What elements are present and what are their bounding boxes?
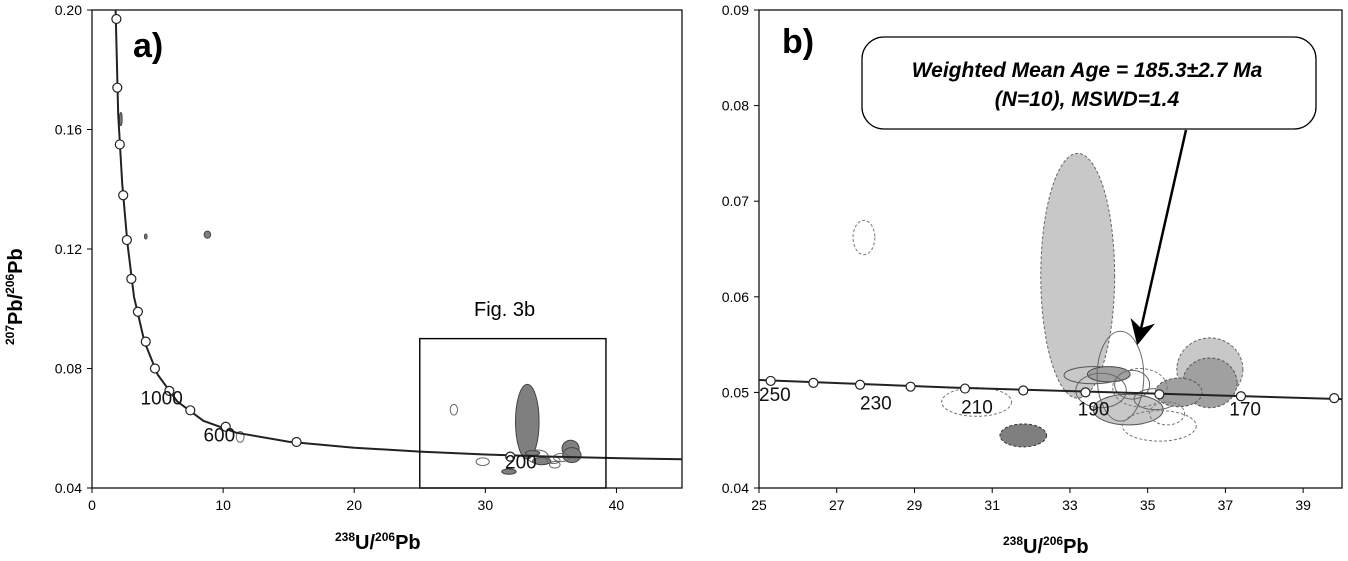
error-ellipse — [562, 447, 582, 464]
error-ellipse — [999, 423, 1048, 448]
callout-arrow — [1130, 129, 1188, 346]
error-ellipse — [449, 403, 459, 416]
error-ellipse — [1112, 368, 1168, 408]
panel-b: 250 230 210 190 170 25 27 29 31 33 35 37 39 0.04 0.05… — [722, 2, 1343, 558]
concordia-age-label: 200 — [505, 453, 537, 474]
concordia-age-marker — [132, 306, 143, 317]
concordia-age-marker — [114, 139, 125, 150]
concordia-age-marker — [765, 375, 776, 387]
inset-box — [419, 337, 607, 489]
x-tick-label: 10 — [215, 497, 231, 513]
y-tick-label: 0.08 — [55, 361, 82, 377]
plot-frame-b — [758, 9, 1343, 489]
error-ellipse — [1154, 377, 1203, 408]
x-tick-label: 33 — [1062, 497, 1078, 513]
y-tick-label: 0.04 — [722, 480, 749, 496]
x-tick-label: 40 — [609, 497, 625, 513]
concordia-age-marker — [112, 82, 123, 93]
concordia-age-marker — [118, 190, 129, 201]
callout-box — [861, 36, 1317, 130]
x-tick-label: 25 — [751, 497, 767, 513]
error-ellipse — [532, 457, 552, 466]
concordia-age-label: 1000 — [141, 388, 183, 409]
y-tick-label: 0.09 — [722, 2, 749, 18]
plot-frame-a — [91, 9, 683, 489]
y-tick-label: 0.12 — [55, 241, 82, 257]
concordia-age-marker — [185, 405, 196, 416]
concordia-age-marker — [149, 363, 161, 374]
y-tick-label: 0.16 — [55, 122, 82, 138]
concordia-age-marker — [121, 234, 132, 246]
y-tick-label: 0.08 — [722, 98, 749, 114]
concordia-age-marker — [505, 451, 516, 462]
concordia-age-label: 600 — [203, 426, 235, 447]
panel-a: 1000 600 200 0 10 20 30 40 0.04 0.08 0.12 0.16 0.20… — [3, 2, 683, 554]
concordia-age-label: 170 — [1229, 399, 1261, 420]
error-ellipse — [1040, 152, 1116, 399]
concordia-age-marker — [140, 336, 151, 347]
concordia-age-label: 210 — [961, 397, 993, 418]
error-ellipse — [475, 457, 490, 467]
error-ellipse — [203, 230, 212, 239]
y-tick-label: 0.20 — [55, 2, 82, 18]
x-tick-label: 39 — [1295, 497, 1311, 513]
concordia-age-marker — [905, 381, 916, 392]
error-ellipse — [852, 219, 876, 256]
concordia-curve — [758, 379, 1343, 401]
x-tick-label: 0 — [88, 497, 96, 513]
x-tick-label: 27 — [829, 497, 845, 513]
panel-label-a: a) — [133, 27, 163, 65]
concordia-age-marker — [1329, 393, 1340, 404]
concordia-age-marker — [111, 13, 122, 25]
callout-line-1: Weighted Mean Age = 185.3±2.7 Ma — [912, 59, 1263, 82]
error-ellipse — [119, 111, 123, 127]
x-tick-label: 29 — [907, 497, 923, 513]
callout-line-2: (N=10), MSWD=1.4 — [995, 88, 1180, 111]
y-tick-label: 0.05 — [722, 384, 749, 400]
concordia-age-marker — [808, 377, 819, 388]
concordia-age-marker — [1018, 385, 1029, 396]
inset-label: Fig. 3b — [474, 299, 535, 321]
concordia-age-marker — [1154, 389, 1165, 400]
error-ellipse — [235, 431, 245, 443]
panel-label-b: b) — [782, 23, 814, 61]
x-tick-label: 30 — [478, 497, 494, 513]
concordia-age-marker — [291, 436, 302, 448]
concordia-age-marker — [220, 421, 231, 432]
error-ellipse — [143, 233, 148, 240]
concordia-age-label: 190 — [1078, 399, 1110, 420]
error-ellipse — [1149, 401, 1186, 426]
x-axis-label-b: 238U/206Pb — [1003, 534, 1089, 558]
error-ellipse — [1096, 330, 1145, 422]
x-axis-label-a: 238U/206Pb — [335, 530, 421, 554]
concordia-age-marker — [1080, 387, 1091, 398]
y-tick-label: 0.04 — [55, 480, 82, 496]
y-tick-label: 0.06 — [722, 289, 749, 305]
x-tick-label: 35 — [1140, 497, 1156, 513]
error-ellipse — [514, 383, 540, 460]
error-ellipse — [1121, 410, 1197, 442]
concordia-curve — [114, 9, 683, 461]
error-ellipse — [501, 468, 517, 475]
y-tick-label: 0.07 — [722, 193, 749, 209]
y-axis-label-a: 207Pb/206Pb — [3, 248, 27, 345]
x-tick-label: 37 — [1218, 497, 1234, 513]
error-ellipse — [1114, 369, 1151, 400]
concordia-age-marker — [854, 379, 866, 390]
x-tick-label: 20 — [346, 497, 362, 513]
concordia-age-marker — [959, 383, 971, 394]
error-ellipse — [549, 460, 561, 469]
concordia-age-marker — [126, 273, 137, 284]
x-tick-label: 31 — [984, 497, 1000, 513]
concordia-age-marker — [1235, 391, 1247, 402]
concordia-age-label: 230 — [860, 394, 892, 415]
concordia-age-label: 250 — [759, 385, 791, 406]
concordia-age-marker — [164, 385, 175, 397]
